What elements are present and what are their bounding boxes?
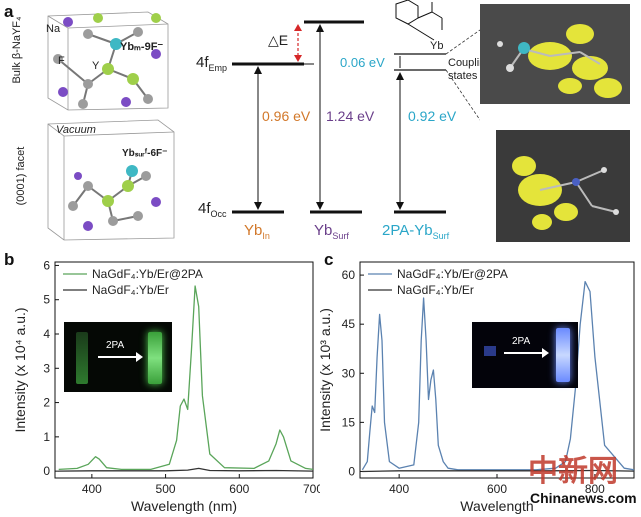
y-label: Y: [92, 60, 100, 72]
na-label: Na: [46, 23, 61, 35]
molecule-sketch: [395, 0, 443, 41]
inset-arrow-label-b: 2PA: [106, 340, 125, 351]
inset-arrow-c: [504, 352, 544, 354]
inset-arrow-label-c: 2PA: [512, 336, 531, 347]
panel-c-letter: c: [324, 250, 334, 269]
chart-b-plot-frame: [54, 261, 314, 479]
chart-c-xtick-label: 400: [389, 482, 409, 496]
watermark-url: Chinanews.com: [530, 490, 637, 506]
crystal-top-box: [28, 4, 178, 112]
crystal-top-illustration: [47, 11, 169, 111]
gap-in-label: 0.96 eV: [262, 108, 311, 124]
chart-b-xtick-label: 600: [229, 482, 249, 496]
yb-in-label: Ybₘ-9F⁻: [120, 41, 164, 53]
chart-b-ytick-label: 5: [43, 293, 50, 307]
chart-b-series-1-line: [58, 467, 314, 472]
molecule-yb-label: Yb: [430, 40, 444, 52]
chart-c-legend-label-0: NaGdF₄:Yb/Er@2PA: [397, 267, 508, 281]
chart-c-ytick-label: 30: [342, 366, 356, 380]
chart-b-xtick-label: 400: [82, 482, 102, 496]
chart-c-xtick-label: 800: [585, 482, 605, 496]
watermark-cn: 中新网: [528, 455, 618, 488]
chart-c-xlabel: Wavelength: [460, 498, 533, 514]
x-label-2pa: 2PA-YbSurf: [382, 222, 450, 241]
chart-b-xtick-label: 700: [303, 482, 320, 496]
level-occ-label: 4fOcc: [198, 200, 227, 219]
crystal-top-side-label: Bulk β-NaYF₄: [11, 16, 23, 84]
chart-c-series-0-line: [361, 280, 635, 471]
chart-c: 400 600 800 0 15 30 45 60 Wavelength Intensity (x…: [320, 261, 635, 514]
vial-right-c: [556, 328, 570, 382]
chart-c-legend-label-1: NaGdF₄:Yb/Er: [397, 283, 474, 297]
energy-diagram-svg: [232, 0, 481, 214]
x-label-surf: YbSurf: [314, 222, 349, 241]
crystal-bottom-illustration: [47, 119, 175, 241]
crystal-bottom-box: [28, 116, 178, 244]
chart-b-legend-label-1: NaGdF₄:Yb/Er: [92, 283, 169, 297]
vial-left-c: [484, 346, 496, 356]
chart-b-ytick-label: 1: [43, 430, 50, 444]
orbital-top-svg: [480, 4, 630, 104]
chart-b: 400 500 600 700 0 1 2 3 4 5 6 Wavelength (nm) Intens…: [12, 258, 320, 514]
chart-b-ytick-label: 2: [43, 396, 50, 410]
delta-e-label: △E: [268, 32, 289, 48]
chart-b-ytick-label: 0: [43, 464, 50, 478]
vacuum-label: Vacuum: [56, 124, 96, 136]
chart-c-ylabel: Intensity (x 10³ a.u.): [320, 308, 333, 432]
chart-b-xtick-label: 500: [156, 482, 176, 496]
vial-right-b: [148, 332, 162, 384]
level-emp-label: 4fEmp: [196, 54, 228, 73]
chart-b-ytick-label: 6: [43, 258, 50, 272]
gap-2pa-label: 0.92 eV: [408, 108, 457, 124]
photo-inset-b: 2PA: [64, 322, 172, 392]
inset-arrowhead-c: [542, 348, 549, 358]
orbital-render-bottom: [496, 130, 630, 242]
panel-b-letter: b: [4, 250, 15, 269]
gap-surf-label: 1.24 eV: [326, 108, 375, 124]
photo-inset-c: 2PA: [472, 322, 578, 388]
orbital-render-top: [480, 4, 630, 104]
chart-c-xtick-label: 600: [487, 482, 507, 496]
orbital-bottom-svg: [496, 130, 630, 242]
chart-b-ylabel: Intensity (x 10⁴ a.u.): [12, 307, 28, 432]
chart-c-ytick-label: 0: [348, 464, 355, 478]
chart-c-series-1-line: [362, 469, 635, 473]
energy-diagram: [180, 0, 481, 250]
coupling-gap-label: 0.06 eV: [340, 55, 385, 70]
chart-c-ytick-label: 15: [342, 415, 356, 429]
crystal-bottom-side-label: (0001) facet: [15, 146, 27, 206]
chart-b-ytick-label: 4: [43, 327, 50, 341]
vial-left-b: [76, 332, 88, 384]
chart-b-ytick-label: 3: [43, 361, 50, 375]
x-label-in: YbIn: [244, 222, 270, 241]
inset-arrowhead-b: [136, 352, 143, 362]
yb-surf-label: Ybₛᵤᵣᶠ-6F⁻: [122, 148, 168, 159]
chart-b-series-0-line: [58, 285, 314, 471]
chart-b-xlabel: Wavelength (nm): [131, 498, 237, 514]
chart-b-legend-label-0: NaGdF₄:Yb/Er@2PA: [92, 267, 203, 281]
chart-c-ytick-label: 60: [342, 268, 356, 282]
f-label: F: [58, 55, 65, 67]
chart-c-ytick-label: 45: [342, 317, 356, 331]
inset-arrow-b: [98, 356, 138, 358]
panel-a-letter: a: [4, 2, 14, 21]
